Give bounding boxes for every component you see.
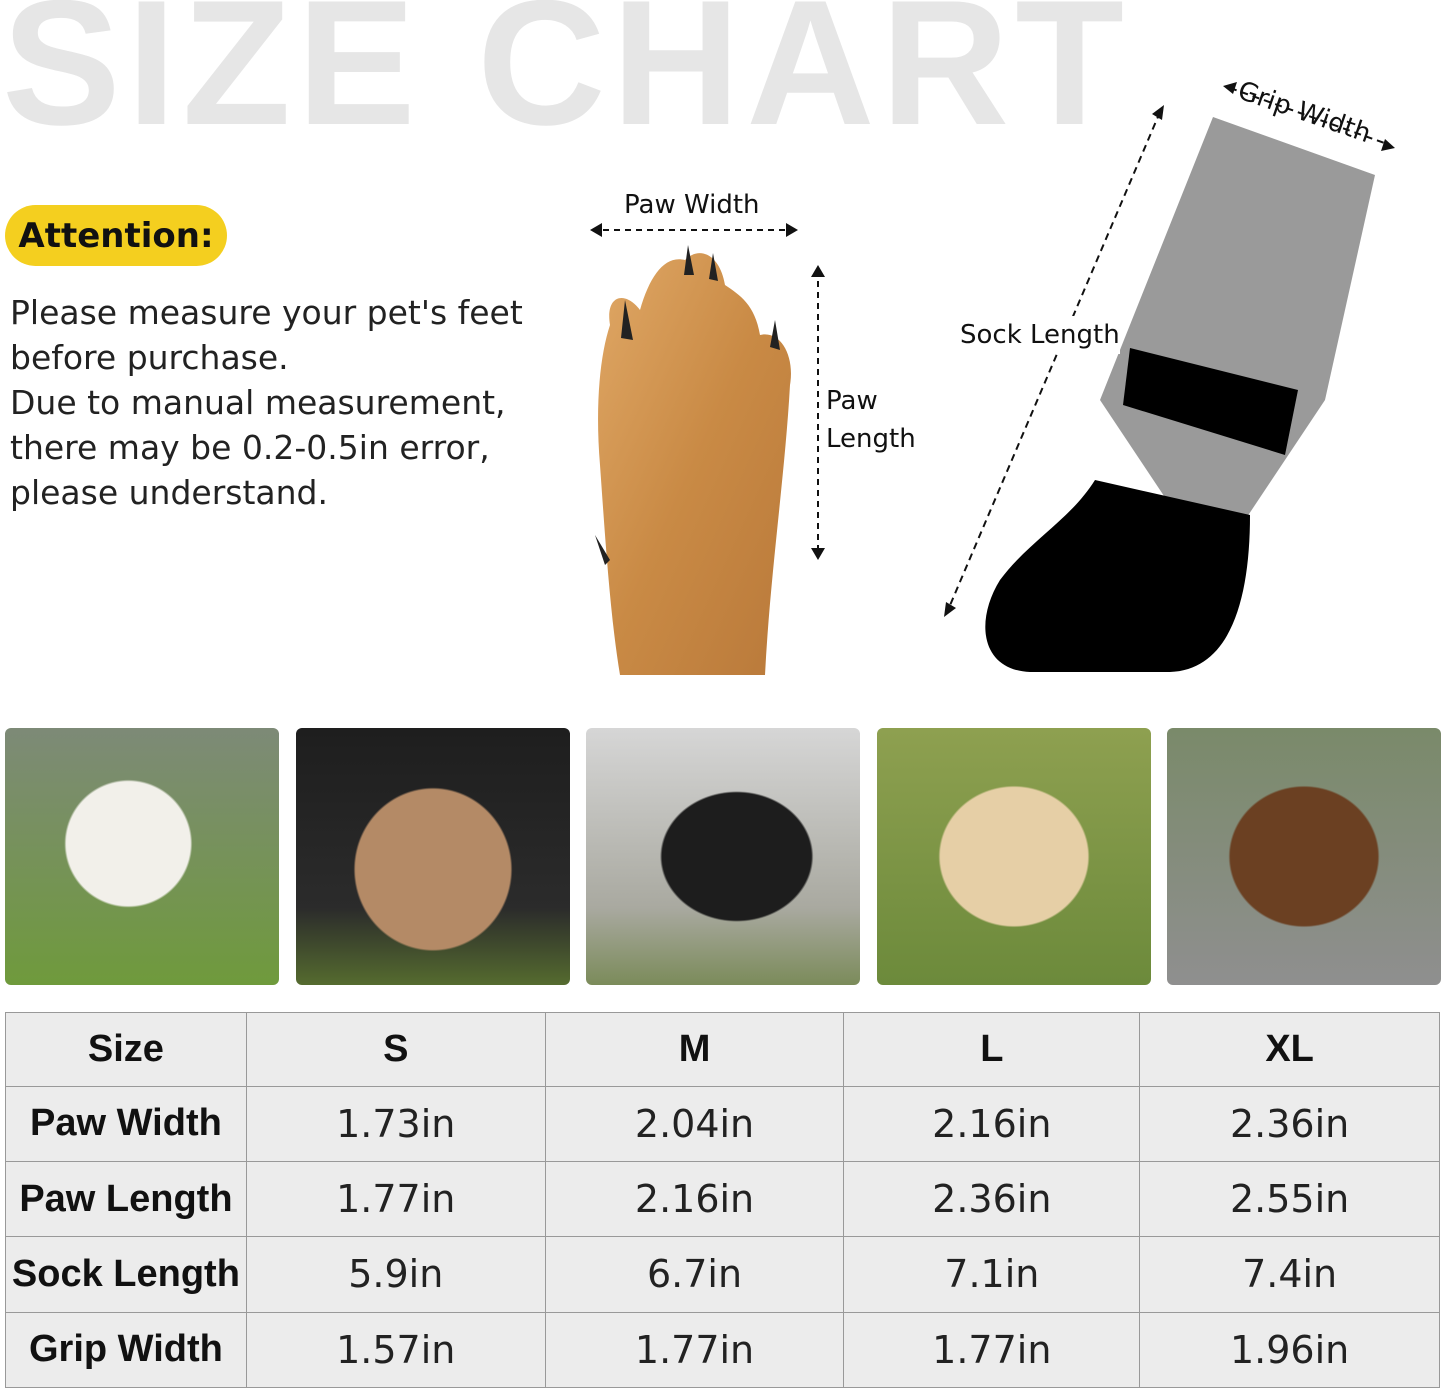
- table-cell: 2.36in: [1139, 1085, 1440, 1163]
- page-title: SIZE CHART: [2, 0, 1130, 162]
- paw-length-label-2: Length: [826, 424, 916, 454]
- attention-line: Due to manual measurement,: [10, 383, 506, 422]
- attention-line: there may be 0.2-0.5in error,: [10, 428, 490, 467]
- dog-photo-westie: [5, 728, 279, 985]
- table-cell: 1.96in: [1139, 1311, 1440, 1389]
- table-row: Sock Length 5.9in 6.7in 7.1in 7.4in: [5, 1236, 1440, 1313]
- attention-line: Please measure your pet's feet: [10, 293, 523, 332]
- table-cell: 6.7in: [544, 1236, 845, 1313]
- paw-illustration: [590, 223, 825, 675]
- row-label: Paw Width: [5, 1085, 247, 1163]
- header-cell: L: [843, 1012, 1141, 1087]
- row-label: Sock Length: [5, 1236, 247, 1313]
- table-cell: 2.04in: [544, 1085, 845, 1163]
- sock-length-label: Sock Length: [960, 316, 1120, 354]
- table-cell: 2.55in: [1139, 1161, 1440, 1238]
- paw-width-label: Paw Width: [624, 190, 760, 220]
- table-cell: 1.77in: [843, 1311, 1141, 1389]
- dog-photo-golden-retriever: [877, 728, 1151, 985]
- attention-line: before purchase.: [10, 338, 289, 377]
- table-cell: 5.9in: [245, 1236, 546, 1313]
- header-cell: S: [245, 1012, 546, 1087]
- table-cell: 1.77in: [245, 1161, 546, 1238]
- table-row: Paw Width 1.73in 2.04in 2.16in 2.36in: [5, 1085, 1440, 1163]
- attention-badge: Attention:: [5, 205, 227, 266]
- table-cell: 2.16in: [544, 1161, 845, 1238]
- row-label: Paw Length: [5, 1161, 247, 1238]
- header-cell: M: [544, 1012, 845, 1087]
- row-label: Grip Width: [5, 1311, 247, 1389]
- table-cell: 1.77in: [544, 1311, 845, 1389]
- table-cell: 2.16in: [843, 1085, 1141, 1163]
- dog-photo-border-collie: [586, 728, 860, 985]
- table-cell: 7.4in: [1139, 1236, 1440, 1313]
- size-table: Size S M L XL Paw Width 1.73in 2.04in 2.…: [5, 1012, 1440, 1389]
- table-cell: 2.36in: [843, 1161, 1141, 1238]
- table-cell: 1.57in: [245, 1311, 546, 1389]
- header-cell: XL: [1139, 1012, 1440, 1087]
- table-row: Grip Width 1.57in 1.77in 1.77in 1.96in: [5, 1311, 1440, 1389]
- paw-length-label-1: Paw: [826, 386, 878, 416]
- sock-illustration: [944, 82, 1395, 672]
- attention-text: Please measure your pet's feet before pu…: [10, 290, 570, 515]
- table-cell: 7.1in: [843, 1236, 1141, 1313]
- table-cell: 1.73in: [245, 1085, 546, 1163]
- table-row: Paw Length 1.77in 2.16in 2.36in 2.55in: [5, 1161, 1440, 1238]
- header-cell: Size: [5, 1012, 247, 1087]
- table-header-row: Size S M L XL: [5, 1012, 1440, 1087]
- dog-photo-french-bulldog: [296, 728, 570, 985]
- attention-line: please understand.: [10, 473, 328, 512]
- dog-photo-german-shepherd: [1167, 728, 1441, 985]
